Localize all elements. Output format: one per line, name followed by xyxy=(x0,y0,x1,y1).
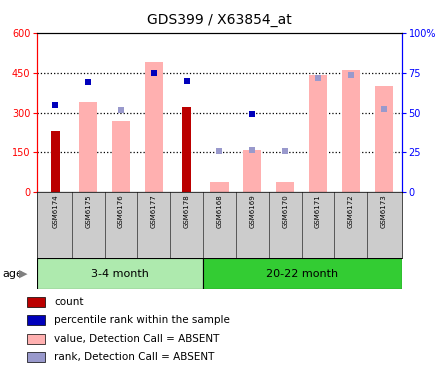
Text: GSM6178: GSM6178 xyxy=(183,194,189,228)
Bar xyxy=(27,297,45,307)
Text: percentile rank within the sample: percentile rank within the sample xyxy=(54,315,230,325)
Text: age: age xyxy=(2,269,23,279)
Bar xyxy=(145,62,162,192)
Text: rank, Detection Call = ABSENT: rank, Detection Call = ABSENT xyxy=(54,352,214,362)
Text: 3-4 month: 3-4 month xyxy=(91,269,149,279)
Bar xyxy=(112,120,130,192)
Text: GSM6176: GSM6176 xyxy=(118,194,124,228)
Text: GSM6173: GSM6173 xyxy=(380,194,386,228)
Text: GDS399 / X63854_at: GDS399 / X63854_at xyxy=(147,13,291,27)
Bar xyxy=(27,315,45,325)
Text: GSM6177: GSM6177 xyxy=(151,194,156,228)
Text: GSM6174: GSM6174 xyxy=(52,194,58,228)
Text: GSM6168: GSM6168 xyxy=(216,194,222,228)
Bar xyxy=(27,352,45,362)
Bar xyxy=(37,258,202,289)
Text: 20-22 month: 20-22 month xyxy=(265,269,338,279)
Bar xyxy=(182,107,191,192)
Bar xyxy=(202,258,401,289)
Bar xyxy=(210,182,228,192)
Text: GSM6169: GSM6169 xyxy=(249,194,255,228)
Text: ▶: ▶ xyxy=(18,269,27,279)
Text: GSM6172: GSM6172 xyxy=(347,194,353,228)
Text: GSM6170: GSM6170 xyxy=(282,194,287,228)
Text: GSM6171: GSM6171 xyxy=(314,194,320,228)
Bar xyxy=(79,102,97,192)
Text: GSM6175: GSM6175 xyxy=(85,194,91,228)
Text: count: count xyxy=(54,297,83,307)
Bar xyxy=(341,70,359,192)
Bar xyxy=(276,182,293,192)
Bar xyxy=(243,150,261,192)
Bar xyxy=(51,131,60,192)
Bar xyxy=(374,86,392,192)
Text: value, Detection Call = ABSENT: value, Detection Call = ABSENT xyxy=(54,333,219,344)
Bar xyxy=(308,75,326,192)
Bar xyxy=(27,333,45,344)
